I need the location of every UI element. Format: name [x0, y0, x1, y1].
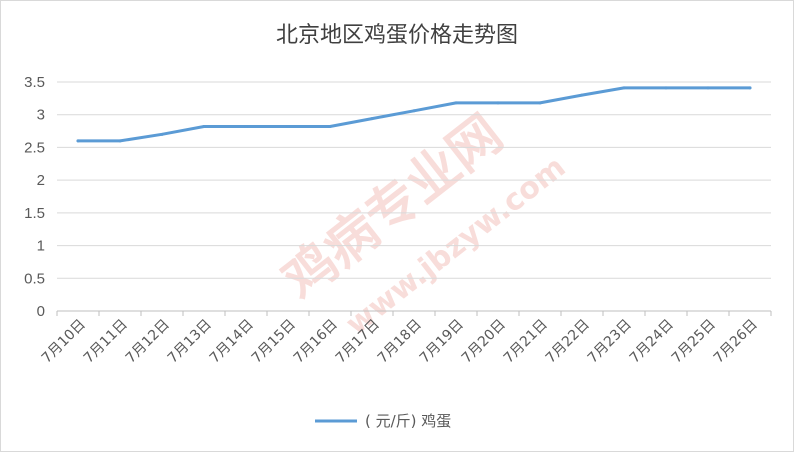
y-tick-label: 0.5 [24, 270, 45, 287]
watermark: 鸡病专业网 www.jbzyw.com [272, 104, 572, 342]
data-point [622, 86, 626, 90]
y-tick-label: 2 [37, 172, 45, 189]
x-tick-label: 7月11日 [81, 317, 131, 367]
data-point [202, 124, 206, 128]
x-tick-label: 7月19日 [417, 317, 467, 367]
y-axis: 0 0.5 1 1.5 2 2.5 3 3.5 [24, 74, 45, 320]
x-tick-label: 7月10日 [39, 317, 89, 367]
data-point [328, 124, 332, 128]
x-tick-label: 7月13日 [165, 317, 215, 367]
y-tick-label: 3.5 [24, 74, 45, 91]
chart-title: 北京地区鸡蛋价格走势图 [275, 23, 518, 48]
x-tick-label: 7月14日 [207, 317, 257, 367]
x-axis: 7月10日7月11日7月12日7月13日7月14日7月15日7月16日7月17日… [39, 311, 772, 367]
x-tick-label: 7月12日 [123, 317, 173, 367]
x-tick-label: 7月15日 [249, 317, 299, 367]
data-point [370, 117, 374, 121]
data-point [538, 101, 542, 105]
x-tick-label: 7月20日 [459, 317, 509, 367]
data-point [118, 139, 122, 143]
data-point [580, 93, 584, 97]
series-layer [76, 86, 752, 143]
grid [57, 81, 771, 312]
y-tick-label: 1 [37, 238, 45, 255]
data-point [286, 124, 290, 128]
data-point [76, 139, 80, 143]
y-tick-label: 1.5 [24, 205, 45, 222]
data-point [244, 124, 248, 128]
data-point [706, 86, 710, 90]
legend: ( 元/斤) 鸡蛋 [315, 412, 451, 430]
x-tick-label: 7月26日 [711, 317, 761, 367]
y-tick-label: 0 [37, 303, 45, 320]
x-tick-label: 7月21日 [501, 317, 551, 367]
y-tick-label: 2.5 [24, 139, 45, 156]
data-point [748, 86, 752, 90]
x-tick-label: 7月24日 [627, 317, 677, 367]
data-point [664, 86, 668, 90]
x-tick-label: 7月23日 [585, 317, 635, 367]
x-tick-label: 7月25日 [669, 317, 719, 367]
x-tick-label: 7月22日 [543, 317, 593, 367]
data-point [496, 101, 500, 105]
x-tick-label: 7月16日 [291, 317, 341, 367]
y-tick-label: 3 [37, 107, 45, 124]
data-point [160, 132, 164, 136]
data-point [412, 109, 416, 113]
legend-label: ( 元/斤) 鸡蛋 [365, 412, 451, 430]
data-point [454, 101, 458, 105]
